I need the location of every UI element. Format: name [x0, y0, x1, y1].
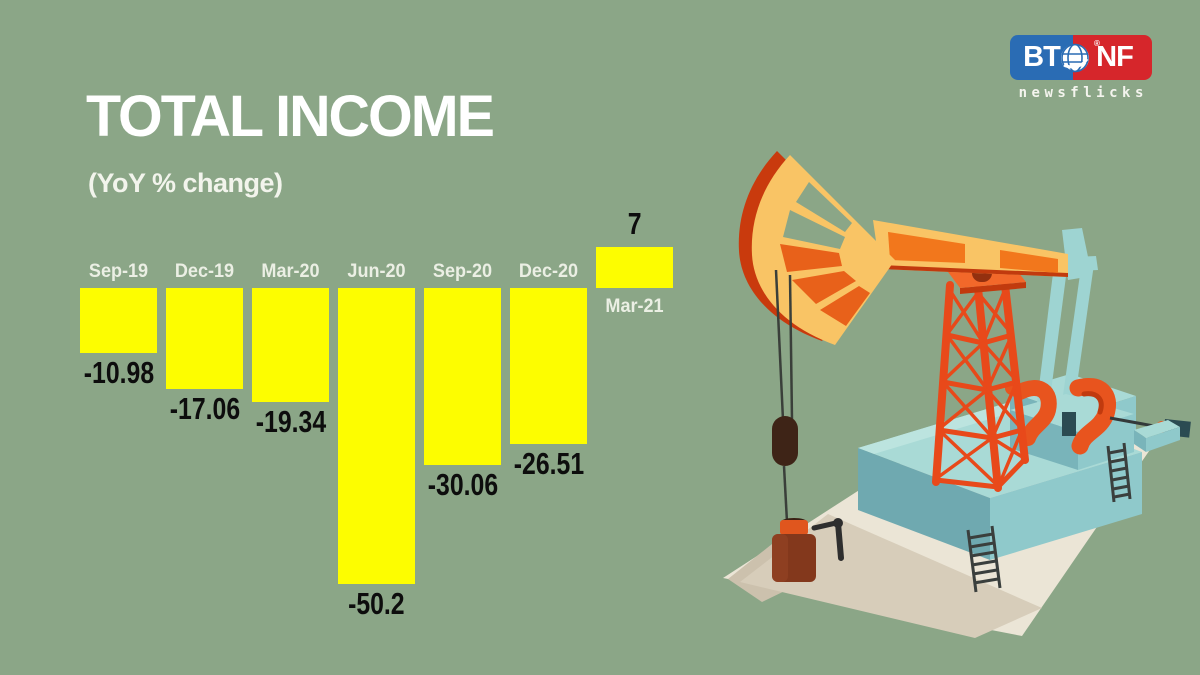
value-label: -10.98 [83, 355, 154, 390]
logo-tagline: newsflicks [1018, 85, 1148, 101]
bar-Sep-19 [80, 288, 157, 353]
value-label: -50.2 [348, 586, 405, 621]
btnf-newsflicks-logo: BT NF ® newsflicks [1010, 35, 1152, 101]
bar-Jun-20 [338, 288, 415, 584]
bar-Dec-20 [510, 288, 587, 444]
registered-mark: ® [1094, 39, 1100, 48]
category-label: Sep-19 [88, 261, 149, 282]
value-label: -26.51 [513, 446, 584, 481]
value-label: -30.06 [427, 467, 498, 502]
bar-Mar-20 [252, 288, 329, 402]
category-label: Dec-20 [518, 261, 579, 282]
derrick-tower [932, 281, 1029, 492]
bar-Mar-21 [596, 247, 673, 288]
walking-beam [873, 220, 1068, 277]
pump-cables [772, 269, 798, 523]
category-label: Sep-20 [432, 261, 493, 282]
page-subtitle: (YoY % change) [88, 168, 283, 198]
oil-pumpjack-illustration [723, 151, 1191, 638]
wellhead-pump [772, 518, 844, 582]
page-title: TOTAL INCOME [86, 84, 495, 149]
bar-Dec-19 [166, 288, 243, 389]
value-label: -19.34 [255, 404, 326, 439]
category-label: Mar-20 [261, 261, 320, 282]
value-label: -17.06 [169, 391, 240, 426]
link-rod [1109, 416, 1191, 452]
horsehead-fan [738, 151, 895, 345]
category-label: Dec-19 [174, 261, 235, 282]
platform-ladders [966, 442, 1132, 593]
globe-icon [1061, 43, 1089, 73]
value-label: 7 [627, 206, 642, 241]
bar-Sep-20 [424, 288, 501, 465]
category-label: Jun-20 [347, 261, 406, 282]
category-label: Mar-21 [605, 296, 664, 317]
logo-badge: BT NF ® [1010, 35, 1152, 80]
